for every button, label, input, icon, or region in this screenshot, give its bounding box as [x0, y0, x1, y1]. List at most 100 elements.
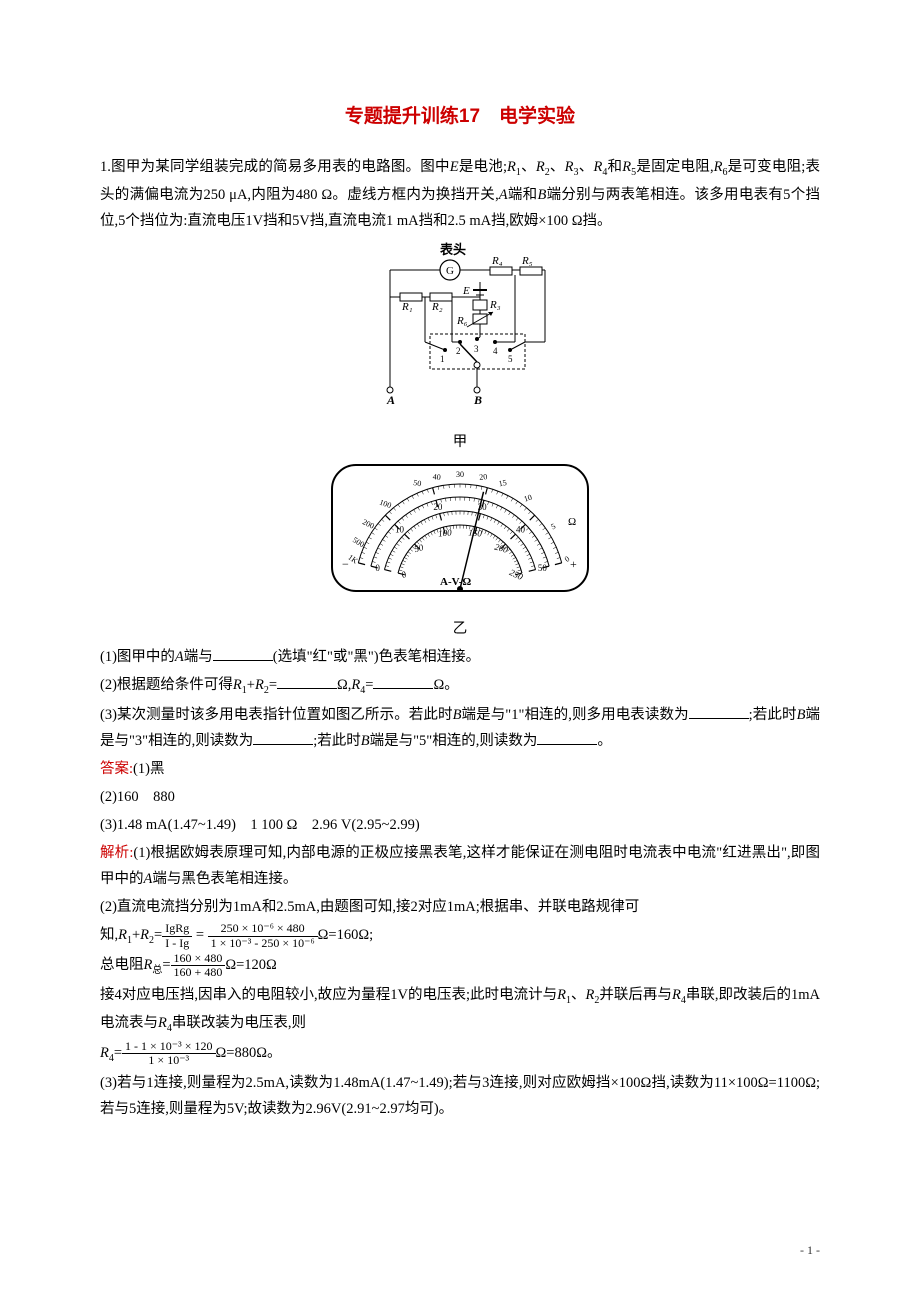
answer-line-2: (2)160 880: [100, 784, 820, 810]
explanation-3: 总电阻R总=160 × 480160 + 480Ω=120Ω: [100, 952, 820, 980]
blank-3: [373, 673, 433, 689]
exp4-mid: 、: [571, 987, 586, 1003]
exp3-eq: =: [162, 957, 170, 973]
sub2-unit2: Ω。: [433, 677, 458, 693]
sub3-text-a: (3)某次测量时该多用电表指针位置如图乙所示。若此时: [100, 707, 453, 723]
sub2-R1: R: [233, 677, 242, 693]
circuit-n2: 2: [456, 346, 461, 356]
circuit-R3: R₃: [489, 299, 501, 311]
exp1-text-b: 端与黑色表笔相连接。: [152, 871, 297, 887]
blank-4: [689, 703, 749, 719]
svg-text:50: 50: [413, 479, 423, 489]
svg-text:20: 20: [433, 502, 443, 512]
sub1-text-b: 端与: [184, 649, 213, 665]
q1-text-1e: 端和: [508, 187, 538, 203]
exp2-R2: R: [140, 927, 149, 943]
svg-text:40: 40: [432, 473, 441, 483]
exp3-end: Ω=120Ω: [225, 957, 276, 973]
fig1-label: 甲: [100, 429, 820, 455]
answer-line-1: 答案:(1)黑: [100, 756, 820, 782]
q1-R1: R: [507, 159, 516, 175]
circuit-R4: R₄: [491, 255, 503, 267]
sub2-text: (2)根据题给条件可得: [100, 677, 233, 693]
sub3-text-f: 端是与"5"相连的,则读数为: [370, 733, 538, 749]
circuit-meter-label: 表头: [439, 242, 466, 257]
exp2b-text: 知,: [100, 927, 118, 943]
q1-E: E: [450, 159, 459, 175]
explanation-6: (3)若与1连接,则量程为2.5mA,读数为1.48mA(1.47~1.49);…: [100, 1070, 820, 1122]
exp4-R1: R: [557, 987, 566, 1003]
q1-R2-sub: 2: [545, 167, 550, 178]
sub2-plus: +: [247, 677, 255, 693]
exp4-R4: R: [672, 987, 681, 1003]
frac1-den: I - Ig: [162, 937, 192, 950]
exp2-R1: R: [118, 927, 127, 943]
circuit-E: E: [462, 285, 470, 297]
dial-pos: +: [570, 557, 577, 571]
svg-text:30: 30: [456, 470, 464, 479]
svg-text:150: 150: [468, 528, 483, 539]
blank-1: [213, 645, 273, 661]
dial-neg: −: [342, 557, 349, 571]
q1-R4: R: [593, 159, 602, 175]
q1-text-1: 1.图甲为某同学组装完成的简易多用表的电路图。图中: [100, 159, 450, 175]
circuit-n5: 5: [508, 354, 513, 364]
sub3-text-c: ;若此时: [749, 707, 797, 723]
page-title: 专题提升训练17 电学实验: [100, 100, 820, 134]
blank-2: [277, 673, 337, 689]
page-number: - 1 -: [800, 1240, 820, 1262]
dial-figure: 1K50020010050403020151050 01020304050 05…: [100, 463, 820, 607]
svg-text:10: 10: [395, 525, 405, 535]
explanation-2a: (2)直流电流挡分别为1mA和2.5mA,由题图可知,接2对应1mA;根据串、并…: [100, 894, 820, 920]
exp2-plus: +: [132, 927, 140, 943]
circuit-R6: R₆: [456, 315, 468, 327]
explanation-1: 解析:(1)根据欧姆表原理可知,内部电源的正极应接黑表笔,这样才能保证在测电阻时…: [100, 840, 820, 892]
fig2-label: 乙: [100, 616, 820, 642]
frac-4: 1 - 1 × 10⁻³ × 1201 × 10⁻³: [122, 1040, 215, 1067]
circuit-n4: 4: [493, 346, 498, 356]
svg-text:0: 0: [375, 563, 380, 573]
subq-3: (3)某次测量时该多用电表指针位置如图乙所示。若此时B端是与"1"相连的,则多用…: [100, 702, 820, 754]
exp2-mid: =: [192, 927, 207, 943]
subq-1: (1)图甲中的A端与(选填"红"或"黑")色表笔相连接。: [100, 644, 820, 670]
q1-R5: R: [622, 159, 631, 175]
explanation-2b: 知,R1+R2=IgRgI - Ig = 250 × 10⁻⁶ × 4801 ×…: [100, 922, 820, 950]
circuit-R5: R₅: [521, 255, 533, 267]
ans1: (1)黑: [133, 761, 164, 777]
dial-ohm: Ω: [568, 516, 576, 528]
circuit-n3: 3: [474, 344, 479, 354]
circuit-A-label: A: [386, 393, 395, 407]
answer-label: 答案:: [100, 761, 133, 777]
svg-text:100: 100: [438, 528, 453, 539]
sub1-A: A: [175, 649, 184, 665]
answer-line-3: (3)1.48 mA(1.47~1.49) 1 100 Ω 2.96 V(2.9…: [100, 812, 820, 838]
frac4-num: 1 - 1 × 10⁻³ × 120: [122, 1040, 215, 1054]
q1-R3: R: [565, 159, 574, 175]
q1-B: B: [537, 187, 546, 203]
exp5-R4: R: [100, 1045, 109, 1061]
circuit-figure: 表头 G R₄ R₅ R₁ R₂ E: [100, 242, 820, 421]
q1-text-1b: 是电池;: [459, 159, 507, 175]
q1-A: A: [499, 187, 508, 203]
sub2-eq2: =: [365, 677, 373, 693]
circuit-R2: R₂: [431, 301, 443, 313]
sub2-R4: R: [351, 677, 360, 693]
exp2-eq: =: [154, 927, 162, 943]
circuit-G: G: [446, 265, 454, 277]
frac1-num: IgRg: [162, 922, 192, 936]
sub1-text-c: (选填"红"或"黑")色表笔相连接。: [273, 649, 480, 665]
sub2-eq: =: [269, 677, 277, 693]
exp4-text-d: 串联改装为电压表,则: [172, 1015, 306, 1031]
sub3-text-g: 。: [597, 733, 612, 749]
circuit-B-label: B: [473, 393, 482, 407]
q1-text-1c: 是固定电阻,: [636, 159, 713, 175]
frac-2: 250 × 10⁻⁶ × 4801 × 10⁻³ - 250 × 10⁻⁶: [208, 922, 318, 949]
exp5-end: Ω=880Ω。: [216, 1045, 282, 1061]
svg-text:40: 40: [516, 525, 526, 535]
explanation-5: R4=1 - 1 × 10⁻³ × 1201 × 10⁻³Ω=880Ω。: [100, 1040, 820, 1068]
frac4-den: 1 × 10⁻³: [122, 1054, 215, 1067]
explanation-4: 接4对应电压挡,因串入的电阻较小,故应为量程1V的电压表;此时电流计与R1、R2…: [100, 982, 820, 1038]
frac3-den: 160 + 480: [171, 966, 226, 979]
sub3-text-b: 端是与"1"相连的,则多用电表读数为: [461, 707, 688, 723]
q1-R2: R: [536, 159, 545, 175]
